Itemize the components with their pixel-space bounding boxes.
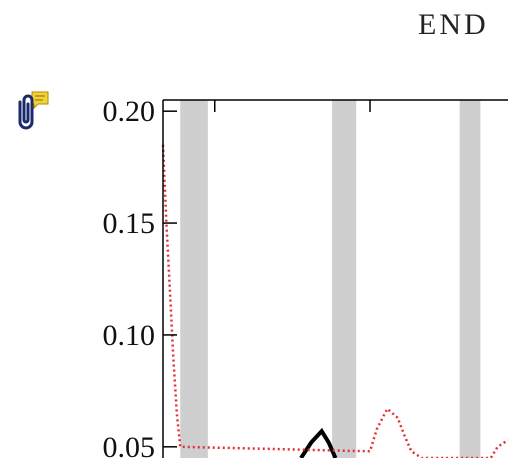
y-tick-label-1: 0.15 — [103, 207, 156, 240]
y-tick-label-0: 0.20 — [103, 95, 156, 128]
shaded-band-0 — [180, 100, 208, 458]
shaded-band-1 — [332, 100, 357, 458]
header-text: END — [418, 8, 489, 41]
y-tick-label-2: 0.10 — [103, 319, 156, 352]
solid-series-line — [299, 427, 338, 458]
paperclip-comment-icon[interactable] — [10, 88, 52, 132]
shaded-band-2 — [459, 100, 481, 458]
y-tick-label-3: 0.05 — [103, 431, 156, 458]
